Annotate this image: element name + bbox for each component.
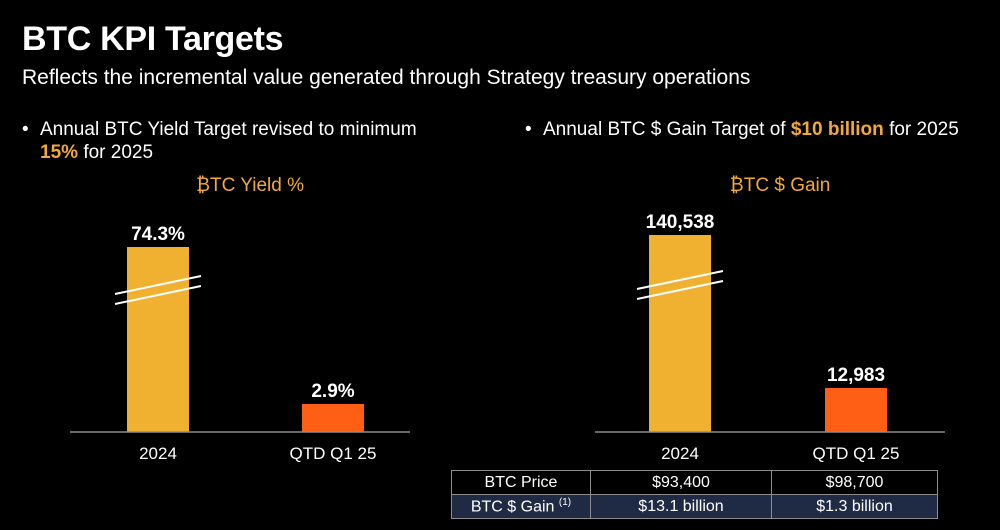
data-label: 12,983 <box>827 365 885 386</box>
data-label: 74.3% <box>131 224 185 245</box>
price-table-label: BTC $ Gain <box>470 498 555 516</box>
price-table-label: BTC Price <box>451 470 591 495</box>
axis-break-mark <box>114 285 202 305</box>
bar-qtd-q1-25 <box>825 388 887 432</box>
bar-qtd-q1-25 <box>302 404 364 432</box>
footnote-marker: (1) <box>558 496 572 508</box>
price-table-row-btc-price: BTC Price $93,400 $98,700 <box>451 470 938 495</box>
page-title: BTC KPI Targets <box>22 20 284 58</box>
axis-break-mark <box>114 275 202 295</box>
price-table-cell-q1: $98,700 <box>771 470 938 495</box>
chart-gain-title: ₿TC $ Gain <box>729 175 831 196</box>
axis-break-mark <box>636 280 724 300</box>
price-table: BTC Price $93,400 $98,700 BTC $ Gain (1)… <box>451 470 938 519</box>
data-label: 2.9% <box>311 381 354 402</box>
bullet-yield-suffix: for 2025 <box>83 142 154 163</box>
data-label: 140,538 <box>646 212 715 233</box>
page-subtitle: Reflects the incremental value generated… <box>22 66 751 89</box>
category-label: 2024 <box>661 444 699 463</box>
bullet-gain-highlight: $10 billion <box>790 119 884 140</box>
chart-yield-title: ₿TC Yield % <box>195 175 305 196</box>
bullet-dot: • <box>22 119 29 140</box>
category-label: QTD Q1 25 <box>813 444 900 463</box>
bullet-gain-target: • Annual BTC $ Gain Target of $10 billion… <box>525 118 995 141</box>
price-table-cell-2024: $13.1 billion <box>590 494 772 519</box>
bar-2024 <box>649 235 711 432</box>
bullet-yield-highlight: 15% <box>40 142 79 163</box>
bullet-gain-prefix: Annual BTC $ Gain Target of <box>543 119 786 140</box>
axis-break-mark <box>636 270 724 290</box>
bar-2024 <box>127 247 189 432</box>
bullet-yield-prefix: Annual BTC Yield Target revised to minim… <box>40 119 417 140</box>
price-table-cell-q1: $1.3 billion <box>771 494 938 519</box>
price-table-row-btc-gain: BTC $ Gain (1) $13.1 billion $1.3 billio… <box>451 494 938 519</box>
category-label: 2024 <box>139 444 177 463</box>
bullet-gain-suffix: for 2025 <box>889 119 959 140</box>
price-table-cell-2024: $93,400 <box>590 470 772 495</box>
bullet-dot: • <box>525 119 532 140</box>
charts-canvas: 74.3% 2024 2.9% QTD Q1 25 140,538 2024 12,983 Q… <box>70 212 945 463</box>
bullet-yield-target: • Annual BTC Yield Target revised to mini… <box>22 118 492 164</box>
price-table-label-cell: BTC $ Gain (1) <box>451 494 591 519</box>
category-label: QTD Q1 25 <box>290 444 377 463</box>
